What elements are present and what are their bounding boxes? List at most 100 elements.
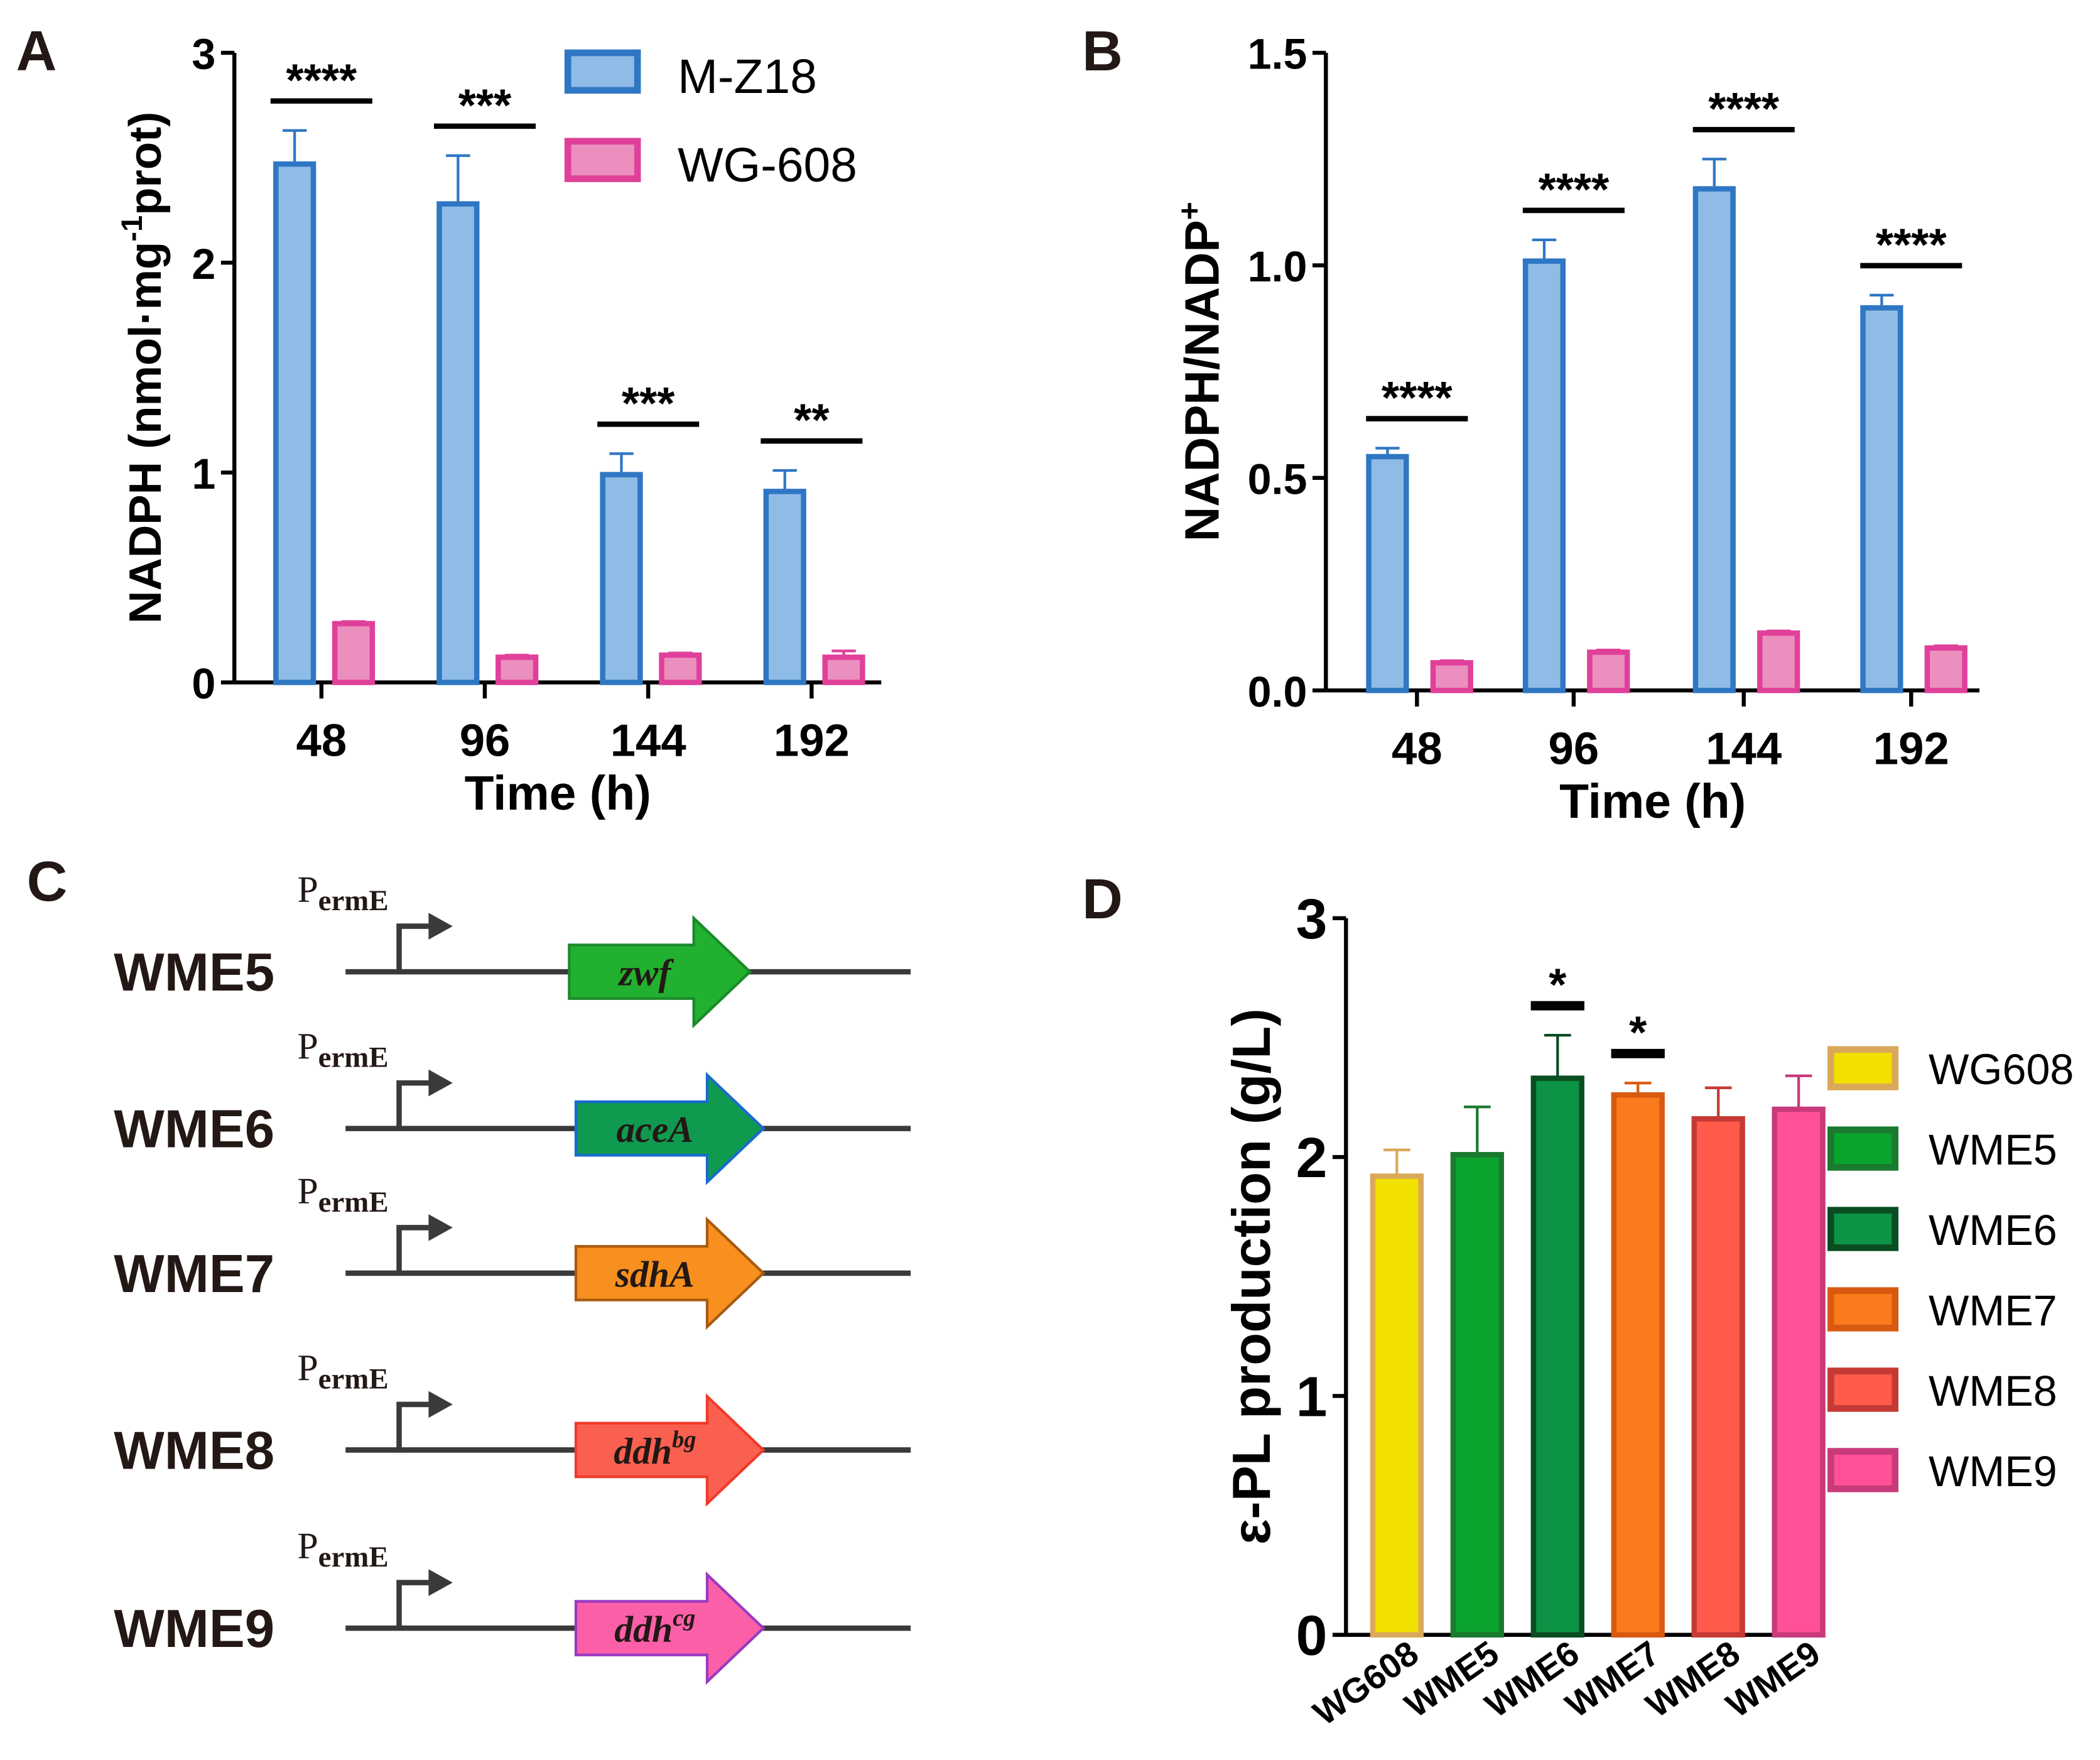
y-tick-label: 1 xyxy=(1296,1365,1328,1428)
significance-label: **** xyxy=(1538,164,1610,215)
gene-construct-diagram: WME5PermEzwfWME6PermEaceAWME7PermEsdhAWM… xyxy=(114,869,911,1685)
y-tick-label: 3 xyxy=(192,31,215,79)
construct-wme8: WME8 PermE ddhbg xyxy=(114,1347,911,1507)
bar-wg608 xyxy=(1370,1173,1424,1638)
strain-label: WME8 xyxy=(114,1421,274,1480)
y-tick-label: 1 xyxy=(192,450,215,498)
promoter-label: PermE xyxy=(297,869,388,917)
panel-label-c: C xyxy=(27,850,68,913)
legend-swatch xyxy=(1827,1287,1899,1332)
bar-wme7 xyxy=(1611,1092,1665,1638)
x-tick-label: WME6 xyxy=(1478,1633,1586,1725)
significance-label: * xyxy=(1549,960,1567,1011)
promoter-arrow-icon xyxy=(396,1401,431,1450)
bar-m-z18 xyxy=(1366,454,1409,693)
significance-label: *** xyxy=(622,378,675,429)
bar-m-z18 xyxy=(273,161,317,685)
bar-wg-608 xyxy=(332,621,376,685)
bar-wg-608 xyxy=(1924,645,1967,693)
x-tick-label: WME9 xyxy=(1719,1633,1827,1725)
legend-label: WME5 xyxy=(1929,1126,2057,1174)
x-axis-title: Time (h) xyxy=(1559,775,1746,828)
bar-m-z18 xyxy=(1522,258,1566,693)
x-tick-label: WME7 xyxy=(1559,1633,1667,1725)
promoter-arrowhead-icon xyxy=(428,1391,453,1418)
legend-label: WME9 xyxy=(1929,1448,2057,1496)
strain-label: WME6 xyxy=(114,1099,274,1159)
legend-swatch xyxy=(1827,1367,1899,1412)
promoter-arrowhead-icon xyxy=(428,913,453,940)
promoter-arrowhead-icon xyxy=(428,1069,453,1097)
legend-swatch xyxy=(1827,1126,1899,1171)
y-axis-title: NADPH (nmol·mg-1prot) xyxy=(115,112,171,624)
bar-wme6 xyxy=(1530,1075,1584,1638)
bar-wme5 xyxy=(1450,1152,1504,1638)
bar-m-z18 xyxy=(763,489,806,685)
y-tick-label: 0 xyxy=(192,660,215,708)
promoter-label: PermE xyxy=(297,1026,388,1074)
gene-label: aceA xyxy=(617,1109,694,1150)
promoter-label: PermE xyxy=(297,1347,388,1396)
x-tick-label: 144 xyxy=(610,715,686,766)
bar-m-z18 xyxy=(600,472,643,685)
x-tick-label: 192 xyxy=(774,715,850,766)
gene-arrow-sdhA xyxy=(574,1216,766,1330)
significance-label: **** xyxy=(1708,84,1780,134)
panel-label-b: B xyxy=(1082,19,1123,82)
x-tick-label: 96 xyxy=(1549,724,1599,774)
legend-label: WME8 xyxy=(1929,1367,2057,1415)
y-tick-label: 0.5 xyxy=(1248,455,1307,503)
chart-panel-a: 0 1 2 3 48 **** 96 *** 144 *** 192 ** Time (h) NADPH … xyxy=(115,31,882,820)
x-tick-label: WME5 xyxy=(1398,1633,1506,1725)
gene-label: sdhA xyxy=(615,1253,695,1295)
construct-wme7: WME7 PermE sdhA xyxy=(114,1170,911,1330)
panel-label-d: D xyxy=(1082,867,1123,930)
legend-swatch xyxy=(1827,1207,1899,1251)
y-tick-label: 1.5 xyxy=(1248,31,1307,79)
construct-wme5: WME5 PermE zwf xyxy=(114,869,911,1029)
legend-swatch xyxy=(1827,1046,1899,1090)
significance-label: **** xyxy=(286,55,357,106)
x-tick-label: WME8 xyxy=(1639,1633,1747,1725)
x-tick-label: 48 xyxy=(1392,724,1442,774)
bar-m-z18 xyxy=(436,201,480,685)
legend-swatch xyxy=(1827,1448,1899,1492)
bar-wme9 xyxy=(1772,1106,1826,1638)
promoter-label: PermE xyxy=(297,1525,388,1573)
x-tick-label: 144 xyxy=(1706,724,1782,774)
significance-label: * xyxy=(1629,1008,1647,1058)
promoter-arrow-icon xyxy=(396,1080,431,1129)
promoter-arrow-icon xyxy=(396,1225,431,1273)
gene-label: zwf xyxy=(617,952,674,993)
promoter-arrow-icon xyxy=(396,923,431,972)
y-tick-label: 3 xyxy=(1296,888,1328,950)
strain-label: WME9 xyxy=(114,1599,274,1659)
x-tick-label: 192 xyxy=(1873,724,1949,774)
construct-wme9: WME9 PermE ddhcg xyxy=(114,1525,911,1685)
panel-label-a: A xyxy=(16,19,57,82)
bar-wg-608 xyxy=(659,652,702,685)
significance-label: **** xyxy=(1382,372,1453,423)
y-tick-label: 2 xyxy=(1296,1126,1328,1189)
promoter-arrowhead-icon xyxy=(428,1569,453,1596)
gene-label: ddhcg xyxy=(614,1605,695,1650)
strain-label: WME5 xyxy=(114,943,274,1002)
construct-wme6: WME6 PermE aceA xyxy=(114,1026,911,1185)
bar-wg-608 xyxy=(1757,630,1800,693)
significance-label: *** xyxy=(458,80,512,131)
x-tick-label: 96 xyxy=(460,715,511,766)
bar-wg-608 xyxy=(1587,649,1630,693)
y-tick-label: 0 xyxy=(1296,1604,1328,1667)
promoter-arrow-icon xyxy=(396,1580,431,1629)
bar-m-z18 xyxy=(1692,186,1736,693)
x-axis-title: Time (h) xyxy=(465,767,651,820)
gene-arrow-zwf xyxy=(568,915,752,1029)
promoter-label: PermE xyxy=(297,1170,388,1219)
y-tick-label: 2 xyxy=(192,241,215,288)
gene-arrow-ddh xyxy=(574,1393,766,1507)
gene-arrow-ddh xyxy=(574,1571,766,1685)
significance-label: **** xyxy=(1876,219,1947,270)
y-axis-title: NADPH/NADP+ xyxy=(1172,202,1230,541)
